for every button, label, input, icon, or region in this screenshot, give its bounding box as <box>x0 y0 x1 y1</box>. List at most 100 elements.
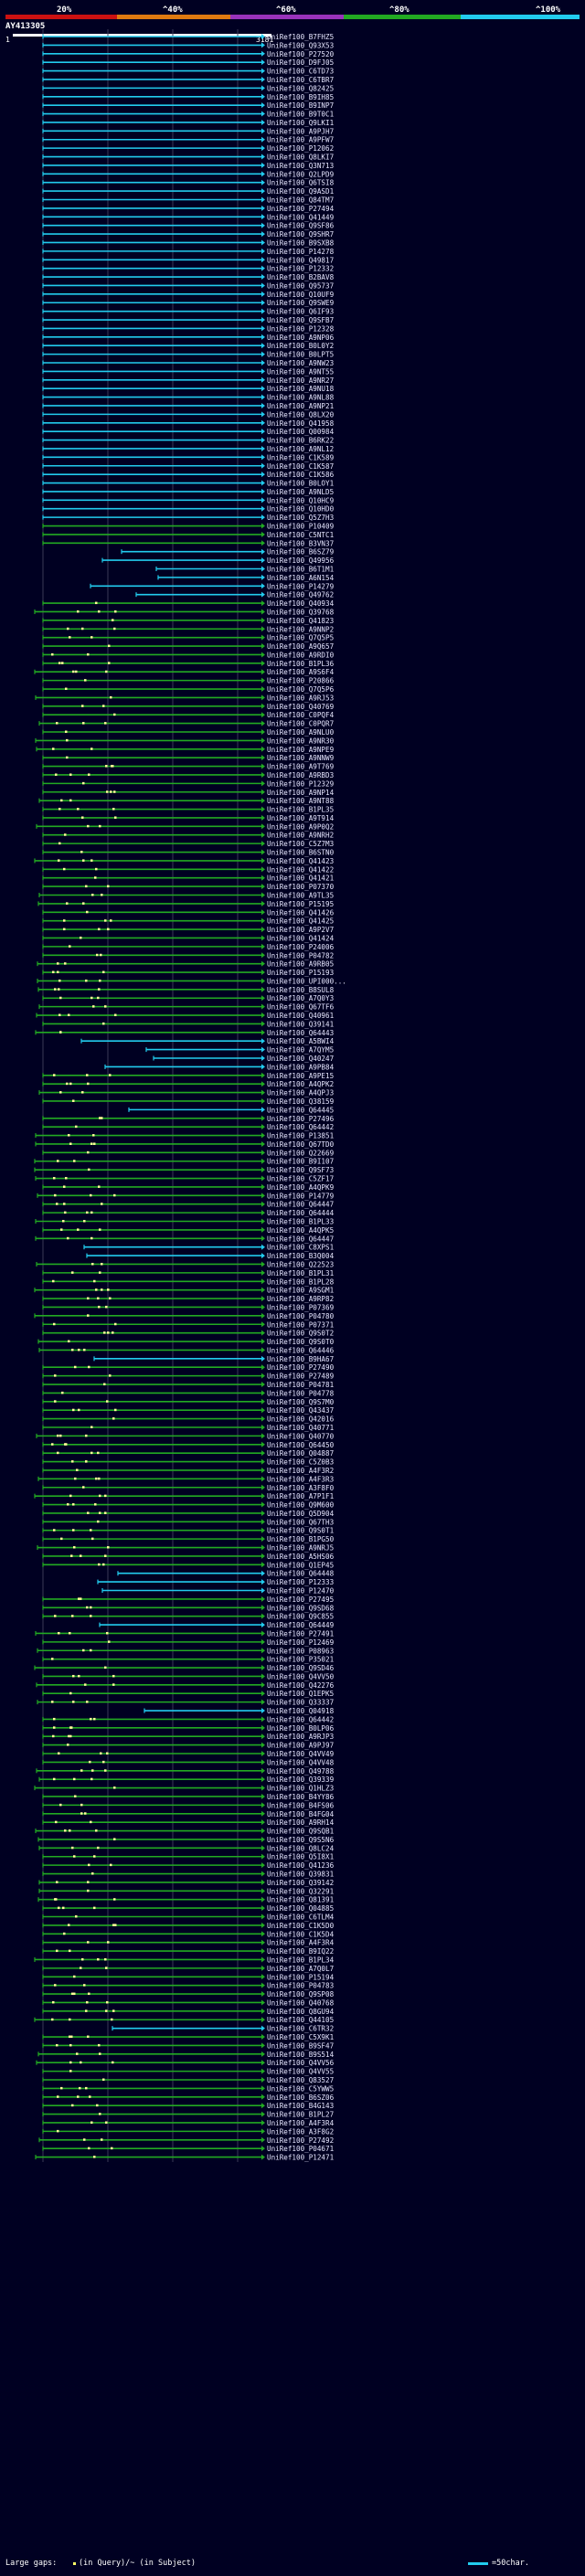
hit-label[interactable]: UniRef100_Q39831 <box>267 1871 335 1879</box>
hit-label[interactable]: UniRef100_P27496 <box>267 1115 335 1123</box>
hit-label[interactable]: UniRef100_Q7Q5P5 <box>267 634 334 642</box>
hit-label[interactable]: UniRef100_A9NLD5 <box>267 488 334 496</box>
hit-label[interactable]: UniRef100_A9NPE9 <box>267 746 335 754</box>
hit-label[interactable]: UniRef100_B9S514 <box>267 2051 335 2059</box>
hit-label[interactable]: UniRef100_A9Q657 <box>267 642 334 651</box>
hit-label[interactable]: UniRef100_C0PQF4 <box>267 711 335 719</box>
hit-label[interactable]: UniRef100_Q39768 <box>267 608 335 616</box>
hit-label[interactable]: UniRef100_Q64443 <box>267 1029 334 1037</box>
hit-label[interactable]: UniRef100_P27492 <box>267 2136 334 2145</box>
hit-label[interactable]: UniRef100_Q64450 <box>267 1441 335 1449</box>
hit-label[interactable]: UniRef100_Q41423 <box>267 857 334 865</box>
hit-label[interactable]: UniRef100_A4F3R4 <box>267 2119 335 2127</box>
hit-label[interactable]: UniRef100_A7Q0Y3 <box>267 994 334 1002</box>
hit-label[interactable]: UniRef100_Q40771 <box>267 1424 335 1432</box>
hit-label[interactable]: UniRef100_Q04885 <box>267 1904 334 1913</box>
hit-label[interactable]: UniRef100_B0L0Y2 <box>267 342 334 350</box>
hit-label[interactable]: UniRef100_A9NT88 <box>267 797 335 805</box>
hit-label[interactable]: UniRef100_Q9M600 <box>267 1501 335 1510</box>
hit-label[interactable]: UniRef100_C1K5D4 <box>267 1930 335 1938</box>
hit-label[interactable]: UniRef100_A3F8F0 <box>267 1484 335 1492</box>
hit-label[interactable]: UniRef100_A5BWI4 <box>267 1037 335 1045</box>
hit-label[interactable]: UniRef100_P12470 <box>267 1586 335 1595</box>
hit-label[interactable]: UniRef100_Q9C855 <box>267 1613 334 1621</box>
hit-label[interactable]: UniRef100_Q40961 <box>267 1012 335 1020</box>
hit-label[interactable]: UniRef100_Q9SQB1 <box>267 1828 335 1836</box>
hit-label[interactable]: UniRef100_P04782 <box>267 951 334 959</box>
hit-label[interactable]: UniRef100_P07371 <box>267 1320 335 1329</box>
hit-label[interactable]: UniRef100_P12332 <box>267 265 334 273</box>
hit-label[interactable]: UniRef100_B9IH85 <box>267 93 334 101</box>
hit-label[interactable]: UniRef100_C5YWW5 <box>267 2084 334 2093</box>
hit-label[interactable]: UniRef100_Q39141 <box>267 1020 335 1028</box>
hit-label[interactable]: UniRef100_Q49956 <box>267 557 335 565</box>
hit-label[interactable]: UniRef100_B4G143 <box>267 2102 334 2110</box>
hit-label[interactable]: UniRef100_Q64449 <box>267 1621 335 1629</box>
hit-label[interactable]: UniRef100_Q8LKI7 <box>267 154 334 162</box>
hit-label[interactable]: UniRef100_P15193 <box>267 969 334 977</box>
hit-label[interactable]: UniRef100_Q9SWE9 <box>267 299 335 307</box>
hit-label[interactable]: UniRef100_Q4VV50 <box>267 1672 335 1680</box>
hit-label[interactable]: UniRef100_C5Z7M3 <box>267 840 334 848</box>
hit-label[interactable]: UniRef100_Q2LPD9 <box>267 170 335 178</box>
hit-label[interactable]: UniRef100_Q64442 <box>267 1123 334 1131</box>
hit-label[interactable]: UniRef100_Q8LC24 <box>267 1844 335 1852</box>
hit-label[interactable]: UniRef100_Q64444 <box>267 1209 335 1217</box>
hit-label[interactable]: UniRef100_B9HA67 <box>267 1355 334 1363</box>
hit-label[interactable]: UniRef100_A9NU18 <box>267 385 335 393</box>
hit-label[interactable]: UniRef100_Q38159 <box>267 1097 335 1106</box>
hit-label[interactable]: UniRef100_A9S6F4 <box>267 668 335 676</box>
hit-label[interactable]: UniRef100_P27491 <box>267 1629 335 1638</box>
hit-label[interactable]: UniRef100_Q40934 <box>267 599 335 608</box>
hit-label[interactable]: UniRef100_Q22523 <box>267 1260 334 1268</box>
hit-label[interactable]: UniRef100_A4F3R3 <box>267 1475 334 1483</box>
hit-label[interactable]: UniRef100_Q9S0T2 <box>267 1330 334 1338</box>
hit-label[interactable]: UniRef100_B3Q004 <box>267 1252 335 1260</box>
hit-label[interactable]: UniRef100_Q1HLZ3 <box>267 1785 334 1793</box>
hit-label[interactable]: UniRef100_A9RJ53 <box>267 694 334 702</box>
hit-label[interactable]: UniRef100_Q9SFB7 <box>267 316 334 324</box>
hit-label[interactable]: UniRef100_Q5D904 <box>267 1510 335 1518</box>
hit-label[interactable]: UniRef100_A7P1F1 <box>267 1492 335 1500</box>
hit-label[interactable]: UniRef100_C5NTC1 <box>267 531 335 539</box>
hit-label[interactable]: UniRef100_P15194 <box>267 1973 335 1981</box>
hit-label[interactable]: UniRef100_B1PL33 <box>267 1218 334 1226</box>
hit-label[interactable]: UniRef100_Q4VV49 <box>267 1750 335 1758</box>
hit-label[interactable]: UniRef100_A9T769 <box>267 763 335 771</box>
hit-label[interactable]: UniRef100_C5X9K1 <box>267 2033 335 2041</box>
hit-label[interactable]: UniRef100_P35021 <box>267 1656 335 1664</box>
hit-label[interactable]: UniRef100_P13851 <box>267 1132 335 1140</box>
hit-label[interactable]: UniRef100_A9NP21 <box>267 402 335 410</box>
hit-label[interactable]: UniRef100_A9RP82 <box>267 1295 334 1303</box>
hit-label[interactable]: UniRef100_B0LOY1 <box>267 480 335 488</box>
hit-label[interactable]: UniRef100_Q5I8X1 <box>267 1853 335 1861</box>
hit-label[interactable]: UniRef100_A9NW23 <box>267 359 334 367</box>
hit-label[interactable]: UniRef100_Q49817 <box>267 256 334 264</box>
hit-label[interactable]: UniRef100_Q5Z7H3 <box>267 514 334 522</box>
hit-label[interactable]: UniRef100_P04781 <box>267 1381 335 1389</box>
hit-label[interactable]: UniRef100_P27520 <box>267 50 335 58</box>
hit-label[interactable]: UniRef100_P14278 <box>267 248 335 256</box>
hit-label[interactable]: UniRef100_Q49788 <box>267 1767 335 1776</box>
hit-label[interactable]: UniRef100_P27495 <box>267 1595 334 1604</box>
hit-label[interactable]: UniRef100_D9FJ05 <box>267 58 334 67</box>
hit-label[interactable]: UniRef100_B7FHZ5 <box>267 33 334 41</box>
hit-label[interactable]: UniRef100_A5HS06 <box>267 1553 335 1561</box>
hit-label[interactable]: UniRef100_A7QYM5 <box>267 1046 334 1055</box>
hit-label[interactable]: UniRef100_C6TLM4 <box>267 1913 335 1922</box>
hit-label[interactable]: UniRef100_Q43437 <box>267 1406 334 1415</box>
hit-label[interactable]: UniRef100_Q41823 <box>267 617 334 625</box>
hit-label[interactable]: UniRef100_A9NL88 <box>267 394 335 402</box>
hit-label[interactable]: UniRef100_A9PJ97 <box>267 1742 334 1750</box>
hit-label[interactable]: UniRef100_Q6TSI8 <box>267 179 335 187</box>
hit-label[interactable]: UniRef100_B3VN37 <box>267 539 334 547</box>
hit-label[interactable]: UniRef100_Q9SF73 <box>267 1166 334 1174</box>
hit-label[interactable]: UniRef100_A9PE15 <box>267 1072 334 1080</box>
hit-label[interactable]: UniRef100_Q32291 <box>267 1887 335 1895</box>
hit-label[interactable]: UniRef100_Q40247 <box>267 1055 334 1063</box>
hit-label[interactable]: UniRef100_Q00984 <box>267 428 335 436</box>
hit-label[interactable]: UniRef100_A4QPK5 <box>267 1226 334 1235</box>
hit-label[interactable]: UniRef100_A9PJH7 <box>267 127 334 135</box>
hit-label[interactable]: UniRef100_Q41236 <box>267 1861 335 1870</box>
hit-label[interactable]: UniRef100_Q10UF9 <box>267 291 335 299</box>
